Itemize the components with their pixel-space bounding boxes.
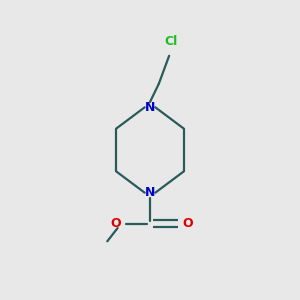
Text: O: O	[182, 217, 193, 230]
Text: O: O	[110, 217, 121, 230]
Text: N: N	[145, 186, 155, 199]
Text: Cl: Cl	[164, 35, 177, 48]
Text: N: N	[145, 101, 155, 114]
